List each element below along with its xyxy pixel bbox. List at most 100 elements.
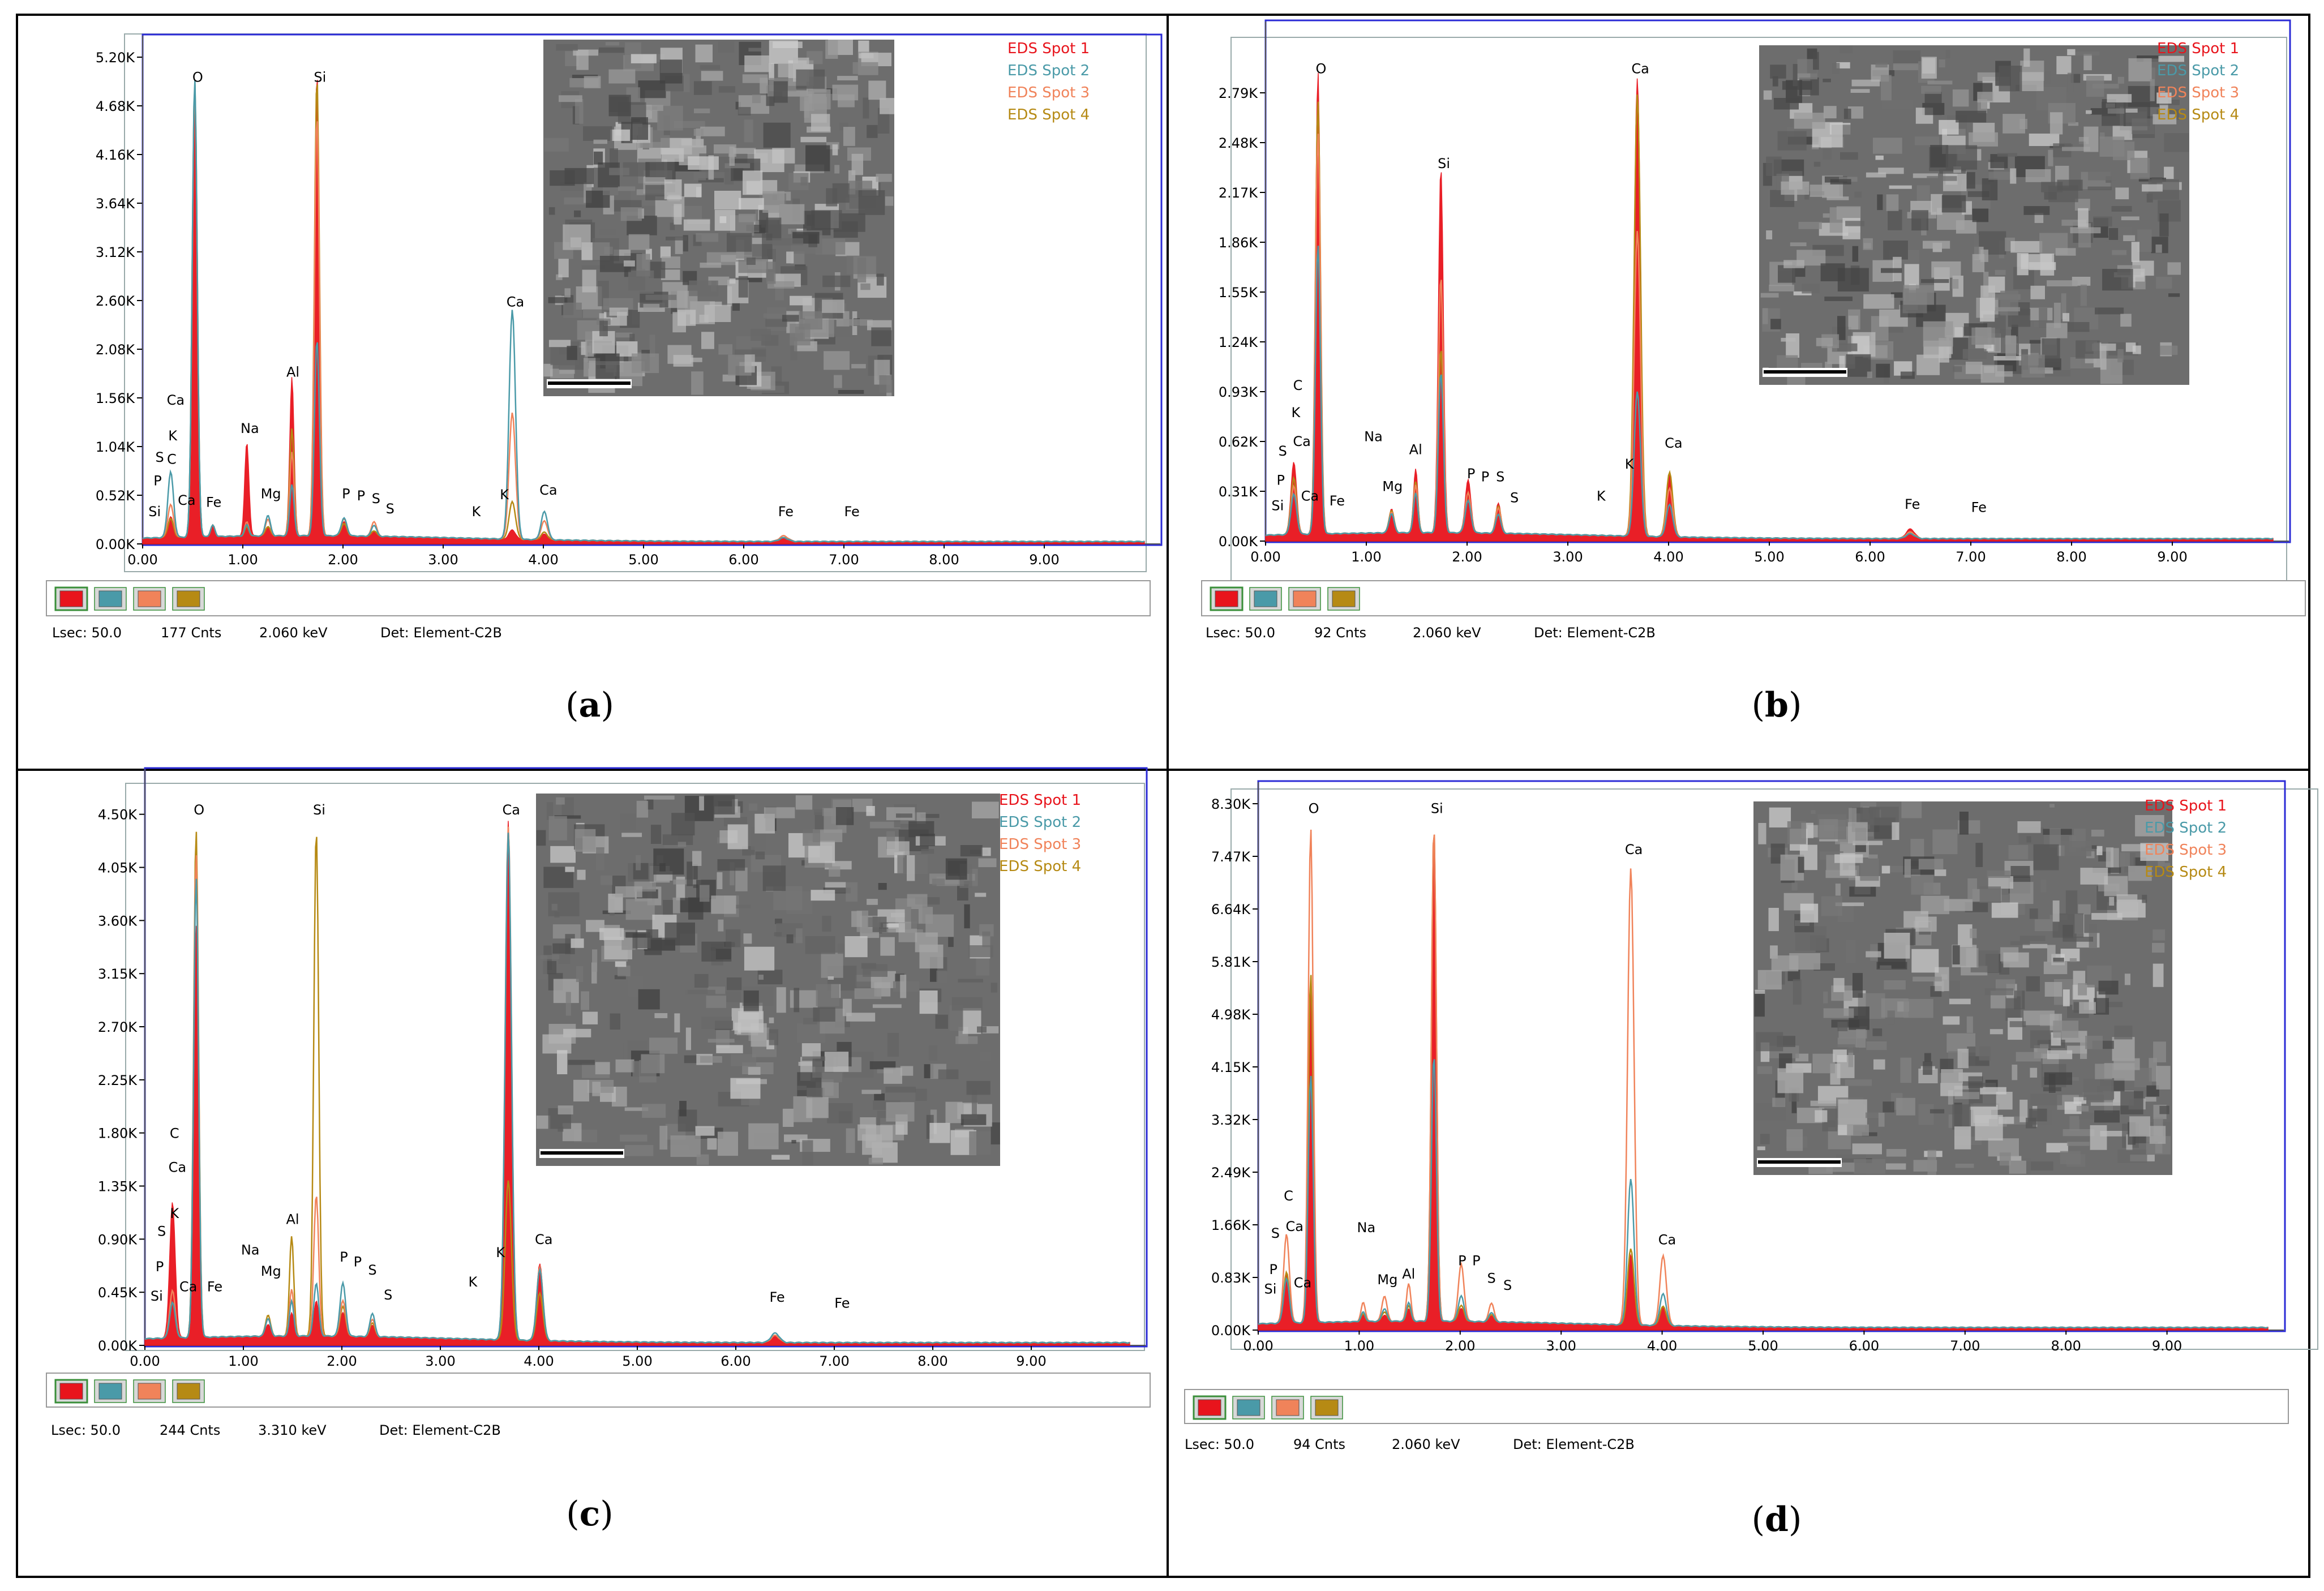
spot-4-toggle-button[interactable] [172, 1379, 205, 1403]
y-tick-label: 4.68K [96, 98, 135, 114]
sem-texture-grain [650, 825, 662, 844]
x-tick-label: 9.00 [1016, 1353, 1046, 1369]
x-tick-label: 1.00 [1344, 1338, 1374, 1354]
spot-1-toggle-button[interactable] [54, 1379, 88, 1404]
sem-texture-grain [563, 224, 591, 250]
element-label-ca: Ca [507, 294, 524, 310]
panel-border [1230, 788, 2318, 1350]
sem-texture-grain [1941, 195, 1966, 213]
sem-texture-grain [573, 1079, 589, 1102]
sem-texture-grain [738, 213, 756, 222]
sem-texture-grain [2130, 268, 2145, 282]
sem-texture-grain [1823, 213, 1830, 218]
sem-texture-grain [718, 41, 735, 53]
spot-3-toggle-button[interactable] [1288, 587, 1321, 611]
element-label-s: S [1510, 490, 1519, 506]
spot-4-toggle-button[interactable] [1310, 1396, 1343, 1420]
sem-texture-grain [2078, 904, 2091, 915]
spot-3-toggle-button[interactable] [1271, 1396, 1304, 1420]
sem-texture-grain [2124, 974, 2130, 985]
sem-texture-grain [758, 975, 764, 980]
sem-texture-grain [2023, 48, 2030, 67]
sem-texture-grain [2142, 894, 2147, 903]
sem-texture-grain [1924, 1053, 1931, 1062]
sem-texture-grain [2155, 245, 2162, 253]
sem-texture-grain [1890, 292, 1903, 298]
element-label-al: Al [286, 1211, 299, 1227]
sem-texture-grain [1755, 989, 1765, 994]
sem-texture-grain [2076, 1105, 2089, 1112]
sem-texture-grain [554, 815, 581, 819]
spot-2-toggle-button[interactable] [94, 1379, 127, 1403]
spot-1-toggle-button[interactable] [54, 586, 88, 611]
sem-texture-grain [867, 917, 881, 927]
sem-texture-grain [844, 936, 868, 958]
sem-texture-grain [729, 278, 736, 284]
sem-texture-grain [717, 1131, 738, 1156]
spot-1-toggle-button[interactable] [1193, 1395, 1227, 1420]
y-tick-label: 3.12K [96, 245, 135, 260]
spot-2-toggle-button[interactable] [94, 587, 127, 611]
sem-texture-grain [786, 251, 794, 264]
spot-2-toggle-button[interactable] [1232, 1396, 1265, 1420]
element-label-fe: Fe [1905, 496, 1920, 512]
sem-texture-grain [869, 1061, 896, 1070]
sem-texture-grain [599, 928, 624, 940]
sem-texture-grain [663, 900, 673, 916]
panels-layer: 0.00K0.52K1.04K1.56K2.08K2.60K3.12K3.64K… [46, 19, 2318, 1539]
x-tick-label: 8.00 [917, 1353, 947, 1369]
sem-texture-grain [1793, 64, 1798, 87]
sem-texture-grain [1892, 822, 1899, 840]
sem-texture-grain [2156, 1066, 2171, 1090]
sem-texture-grain [664, 922, 695, 946]
x-tick-label: 4.00 [528, 552, 558, 568]
sem-texture-grain [883, 923, 899, 928]
sem-texture-grain [2021, 354, 2045, 378]
sem-texture-grain [2019, 72, 2044, 91]
sem-texture-grain [548, 297, 568, 303]
sem-texture-grain [1866, 172, 1886, 178]
sem-texture-grain [2042, 338, 2060, 362]
element-label-fe: Fe [1330, 493, 1345, 509]
sem-texture-grain [832, 144, 838, 156]
sem-texture-grain [861, 1090, 881, 1094]
sem-texture-grain [843, 319, 873, 326]
spot-2-toggle-button[interactable] [1249, 587, 1282, 611]
spot-4-toggle-button[interactable] [172, 587, 205, 611]
sem-texture-grain [764, 807, 795, 818]
spot-4-toggle-button[interactable] [1327, 587, 1360, 611]
sem-texture-grain [2090, 1125, 2107, 1150]
legend-entry-spot-1: EDS Spot 1 [2145, 797, 2227, 814]
sem-texture-grain [867, 899, 878, 905]
panel-border [125, 783, 1145, 1351]
sem-texture-grain [642, 1104, 666, 1118]
sem-texture-grain [1863, 294, 1894, 309]
sem-texture-grain [790, 251, 805, 264]
sem-texture-grain [678, 842, 687, 847]
sem-texture-grain [1884, 933, 1910, 959]
sem-texture-grain [1766, 230, 1773, 239]
sem-texture-grain [2095, 1063, 2112, 1079]
element-label-fe: Fe [1971, 500, 1987, 516]
sem-texture-grain [1876, 363, 1890, 378]
swatch-icon [177, 1383, 200, 1400]
sem-texture-grain [683, 235, 688, 252]
x-tick-label: 9.00 [2152, 1338, 2182, 1354]
element-label-k: K [472, 504, 482, 520]
sem-texture-grain [796, 69, 825, 89]
sem-texture-grain [2061, 293, 2066, 319]
scale-bar-line [548, 381, 631, 385]
sem-texture-grain [2068, 122, 2079, 126]
sem-texture-grain [631, 54, 657, 63]
element-label-ca: Ca [167, 392, 185, 408]
element-label-c: C [170, 1125, 179, 1141]
sem-texture-grain [750, 238, 773, 245]
status-lsec: Lsec: 50.0 [52, 625, 122, 641]
spot-1-toggle-button[interactable] [1210, 586, 1244, 611]
spot-3-toggle-button[interactable] [133, 1379, 166, 1403]
spot-3-toggle-button[interactable] [133, 587, 166, 611]
element-label-si: Si [1438, 156, 1450, 171]
element-label-s: S [155, 449, 164, 465]
sem-texture-grain [1988, 876, 2013, 889]
sem-inset-image [1759, 45, 2189, 385]
